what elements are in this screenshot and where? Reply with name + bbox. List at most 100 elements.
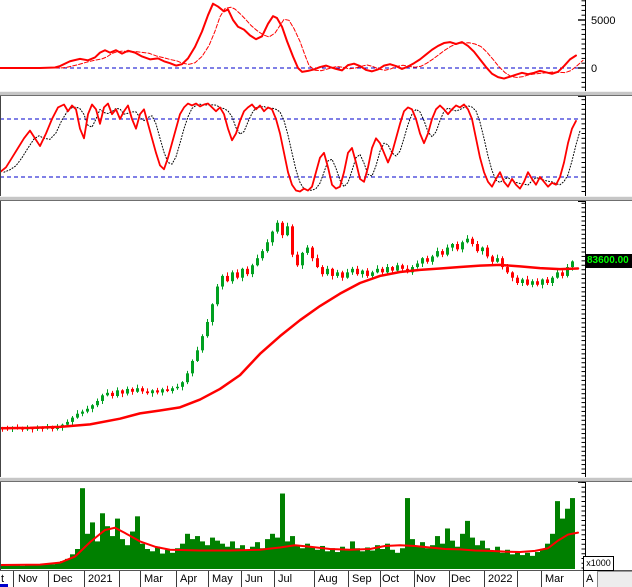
volume-bar	[285, 541, 290, 569]
month-tick	[583, 571, 584, 587]
volume-bar	[375, 545, 380, 569]
candle	[71, 417, 74, 422]
volume-bar	[520, 555, 525, 569]
candle	[496, 258, 499, 262]
candle	[526, 279, 529, 285]
candle	[96, 400, 99, 406]
volume-bar	[335, 552, 340, 569]
month-label: Jul	[278, 573, 293, 585]
volume-bar	[65, 558, 70, 569]
volume-bar	[45, 563, 50, 569]
volume-bar	[555, 501, 560, 569]
volume-bar	[355, 548, 360, 569]
candle	[136, 388, 139, 392]
candle	[266, 242, 269, 252]
indicator-top-panel[interactable]: 5000 0	[0, 0, 632, 91]
axis-tick-label: 50	[591, 96, 603, 99]
candle	[246, 268, 249, 275]
volume-bar	[500, 552, 505, 569]
chart-surface[interactable]: 100005000	[0, 482, 632, 570]
volume-bar	[480, 540, 485, 569]
date-axis[interactable]: t Nov Dec 2021 Mar Apr May Jun Jul Aug Sep Oct Nov De…	[0, 570, 632, 587]
volume-bar	[470, 537, 475, 569]
candle	[236, 272, 239, 278]
volume-bar	[20, 565, 25, 569]
candle	[416, 263, 419, 268]
axis-tick-label: 40000	[591, 201, 622, 204]
volume-bar	[385, 543, 390, 569]
candle	[121, 390, 124, 394]
month-tick	[176, 571, 177, 587]
candle	[441, 251, 444, 255]
candle	[356, 268, 359, 275]
axis-tick-label: 75000	[591, 201, 622, 204]
candle	[241, 268, 244, 278]
chart-surface[interactable]: 9500090000850008000075000700006500060000…	[0, 201, 632, 477]
candle	[426, 258, 429, 262]
volume-bar	[260, 548, 265, 569]
month-tick	[119, 571, 120, 587]
price-panel[interactable]: 9500090000850008000075000700006500060000…	[0, 201, 632, 477]
volume-bar	[255, 542, 260, 569]
candle	[161, 389, 164, 393]
volume-bar	[50, 564, 55, 569]
candle	[146, 391, 149, 394]
candle	[191, 360, 194, 374]
volume-bar	[325, 551, 330, 569]
month-tick	[348, 571, 349, 587]
month-tick	[274, 571, 275, 587]
panel-splitter[interactable]	[0, 477, 632, 482]
axis-tick-label: 55000	[591, 201, 622, 204]
volume-bar	[565, 508, 570, 569]
chart-surface[interactable]: 5000 0	[0, 0, 632, 91]
candle	[466, 238, 469, 243]
volume-bar	[440, 543, 445, 569]
stochastic-panel[interactable]: 50	[0, 96, 632, 196]
candle	[561, 272, 564, 276]
axis-tick-label: 95000	[591, 201, 622, 204]
volume-bar	[310, 546, 315, 569]
candle	[341, 272, 344, 278]
candle	[371, 272, 374, 276]
candle	[286, 226, 289, 236]
candle	[391, 267, 394, 271]
candle	[151, 390, 154, 394]
volume-bar	[175, 548, 180, 569]
month-label: Mar	[545, 573, 564, 585]
panel-splitter[interactable]	[0, 196, 632, 201]
candle	[396, 265, 399, 271]
month-tick	[541, 571, 542, 587]
month-tick	[48, 571, 49, 587]
candle	[261, 251, 264, 259]
candle	[111, 392, 114, 397]
volume-bar	[340, 546, 345, 569]
month-label: 2021	[88, 573, 113, 585]
month-label: May	[212, 573, 233, 585]
volume-bar	[455, 546, 460, 569]
corner-mark	[0, 584, 8, 587]
month-tick	[208, 571, 209, 587]
candle	[566, 267, 569, 276]
month-label: 2022	[488, 573, 513, 585]
volume-bar	[35, 564, 40, 569]
volume-bar	[300, 548, 305, 569]
month-tick	[380, 571, 381, 587]
volume-bar	[150, 551, 155, 569]
candle	[311, 247, 314, 259]
chart-surface[interactable]: 50	[0, 96, 632, 196]
volume-panel[interactable]: 100005000	[0, 482, 632, 570]
volume-bar	[360, 551, 365, 569]
candle	[336, 272, 339, 276]
candle	[101, 395, 104, 401]
volume-bar	[370, 550, 375, 569]
candle	[316, 258, 319, 268]
candle	[231, 272, 234, 282]
volume-bar	[410, 539, 415, 569]
candle	[206, 321, 209, 337]
panel-splitter[interactable]	[0, 91, 632, 96]
volume-bar	[155, 546, 160, 569]
candle	[361, 270, 364, 275]
candle	[521, 279, 524, 283]
candle	[446, 247, 449, 255]
